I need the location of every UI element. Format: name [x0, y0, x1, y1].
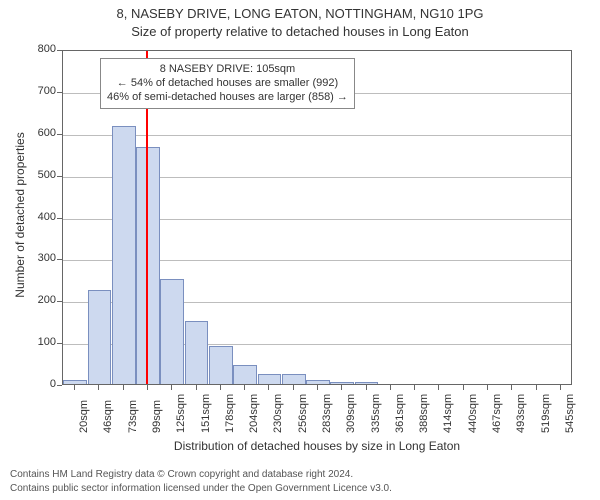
- x-tick-label: 204sqm: [248, 394, 260, 433]
- histogram-bar: [258, 374, 282, 384]
- histogram-bar: [185, 321, 209, 384]
- y-tick: [57, 134, 62, 135]
- footer-line-1: Contains HM Land Registry data © Crown c…: [10, 469, 353, 480]
- x-tick-label: 283sqm: [321, 394, 333, 433]
- y-tick-label: 700: [26, 85, 56, 97]
- x-tick-label: 99sqm: [151, 400, 163, 433]
- x-tick: [171, 385, 172, 390]
- x-tick-label: 46sqm: [102, 400, 114, 433]
- x-tick-label: 519sqm: [540, 394, 552, 433]
- x-tick-label: 256sqm: [297, 394, 309, 433]
- x-tick: [220, 385, 221, 390]
- histogram-bar: [63, 380, 87, 384]
- y-tick-label: 800: [26, 43, 56, 55]
- x-tick-label: 20sqm: [78, 400, 90, 433]
- x-tick-label: 361sqm: [394, 394, 406, 433]
- x-tick-label: 335sqm: [370, 394, 382, 433]
- footer-line-2: Contains public sector information licen…: [10, 483, 392, 494]
- x-tick: [293, 385, 294, 390]
- histogram-bar: [160, 279, 184, 384]
- y-tick: [57, 50, 62, 51]
- x-tick: [390, 385, 391, 390]
- y-tick: [57, 259, 62, 260]
- y-tick-label: 400: [26, 211, 56, 223]
- x-tick: [244, 385, 245, 390]
- x-tick-label: 309sqm: [345, 394, 357, 433]
- x-tick-label: 493sqm: [515, 394, 527, 433]
- x-tick: [487, 385, 488, 390]
- x-tick-label: 440sqm: [467, 394, 479, 433]
- y-tick-label: 0: [26, 378, 56, 390]
- histogram-bar: [330, 382, 354, 384]
- histogram-bar: [136, 147, 160, 384]
- histogram-bar: [209, 346, 233, 384]
- x-tick-label: 467sqm: [491, 394, 503, 433]
- x-tick: [123, 385, 124, 390]
- histogram-bar: [112, 126, 136, 384]
- y-tick: [57, 343, 62, 344]
- x-tick: [438, 385, 439, 390]
- x-tick: [463, 385, 464, 390]
- x-tick-label: 414sqm: [442, 394, 454, 433]
- x-tick: [560, 385, 561, 390]
- y-tick-label: 200: [26, 294, 56, 306]
- x-tick-label: 151sqm: [200, 394, 212, 433]
- annotation-line: ← 54% of detached houses are smaller (99…: [107, 77, 348, 91]
- x-tick-label: 388sqm: [418, 394, 430, 433]
- y-tick-label: 600: [26, 127, 56, 139]
- y-axis-label: Number of detached properties: [13, 115, 27, 315]
- y-tick-label: 100: [26, 336, 56, 348]
- gridline: [63, 135, 571, 136]
- x-tick: [511, 385, 512, 390]
- x-tick: [98, 385, 99, 390]
- x-tick: [366, 385, 367, 390]
- x-tick: [147, 385, 148, 390]
- y-tick: [57, 218, 62, 219]
- annotation-line: 46% of semi-detached houses are larger (…: [107, 91, 348, 105]
- y-tick: [57, 92, 62, 93]
- x-tick: [341, 385, 342, 390]
- chart-container: 8, NASEBY DRIVE, LONG EATON, NOTTINGHAM,…: [0, 0, 600, 500]
- x-tick: [536, 385, 537, 390]
- histogram-bar: [355, 382, 379, 384]
- y-tick: [57, 385, 62, 386]
- x-tick-label: 178sqm: [224, 394, 236, 433]
- x-tick: [74, 385, 75, 390]
- x-tick-label: 125sqm: [175, 394, 187, 433]
- x-tick: [414, 385, 415, 390]
- annotation-box: 8 NASEBY DRIVE: 105sqm← 54% of detached …: [100, 58, 355, 109]
- x-tick-label: 73sqm: [127, 400, 139, 433]
- x-axis-label: Distribution of detached houses by size …: [62, 439, 572, 453]
- y-tick-label: 500: [26, 169, 56, 181]
- x-tick: [317, 385, 318, 390]
- y-tick-label: 300: [26, 252, 56, 264]
- histogram-bar: [233, 365, 257, 384]
- annotation-line: 8 NASEBY DRIVE: 105sqm: [107, 63, 348, 77]
- histogram-bar: [306, 380, 330, 384]
- x-tick-label: 230sqm: [272, 394, 284, 433]
- x-tick: [196, 385, 197, 390]
- y-tick: [57, 176, 62, 177]
- x-tick-label: 545sqm: [564, 394, 576, 433]
- histogram-bar: [282, 374, 306, 384]
- chart-title: 8, NASEBY DRIVE, LONG EATON, NOTTINGHAM,…: [0, 6, 600, 21]
- histogram-bar: [88, 290, 112, 384]
- chart-subtitle: Size of property relative to detached ho…: [0, 24, 600, 39]
- y-tick: [57, 301, 62, 302]
- x-tick: [268, 385, 269, 390]
